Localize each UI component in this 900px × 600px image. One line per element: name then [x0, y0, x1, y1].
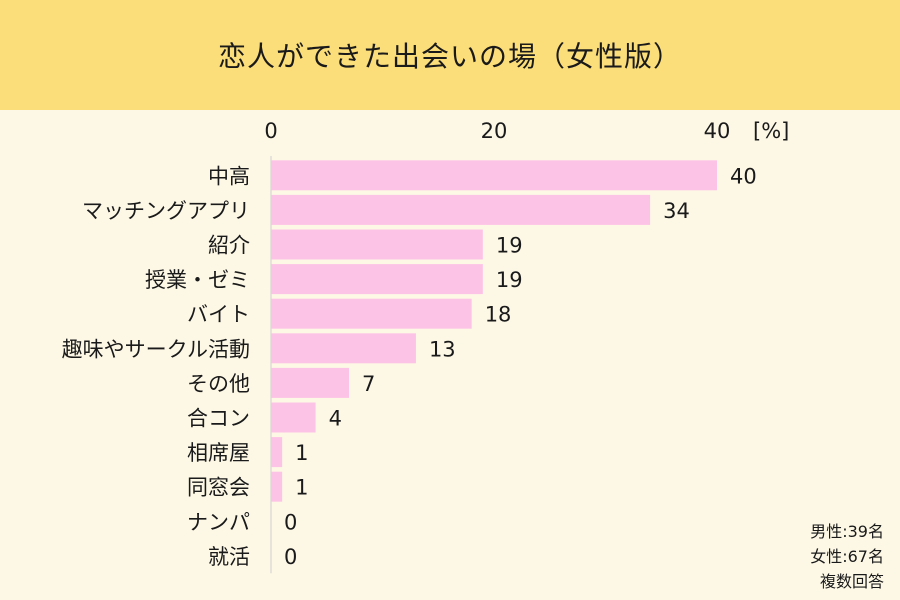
bar	[271, 298, 472, 329]
category-label: マッチングアプリ	[82, 199, 250, 223]
note-female-count: 女性:67名	[810, 547, 884, 566]
category-label: 同窓会	[187, 476, 250, 500]
category-label: バイト	[187, 303, 250, 327]
category-label: ナンパ	[187, 510, 250, 534]
value-label: 0	[284, 545, 297, 569]
category-label: 趣味やサークル活動	[62, 337, 250, 361]
value-label: 40	[730, 164, 757, 188]
value-label: 19	[496, 268, 523, 292]
chart-title: 恋人ができた出会いの場（女性版）	[217, 40, 682, 73]
category-label: 紹介	[208, 234, 250, 258]
title-banner: 恋人ができた出会いの場（女性版）	[0, 0, 900, 110]
value-label: 4	[329, 407, 342, 431]
x-tick-label: 20	[481, 119, 508, 143]
category-label: 就活	[208, 545, 250, 569]
bar	[271, 402, 316, 433]
x-tick-label: 0	[264, 119, 277, 143]
value-label: 19	[496, 234, 523, 258]
bar	[271, 333, 416, 364]
value-label: 1	[295, 441, 308, 465]
category-label: 合コン	[187, 407, 250, 431]
value-label: 18	[485, 303, 512, 327]
bar	[271, 160, 717, 191]
bar	[271, 437, 283, 468]
bar	[271, 229, 483, 260]
value-label: 7	[362, 372, 375, 396]
value-label: 34	[663, 199, 690, 223]
bar	[271, 194, 651, 225]
value-label: 13	[429, 337, 456, 361]
bar	[271, 264, 483, 295]
value-label: 1	[295, 476, 308, 500]
category-label: 授業・ゼミ	[145, 268, 250, 292]
bar	[271, 367, 350, 398]
note-male-count: 男性:39名	[810, 522, 884, 541]
category-label: その他	[187, 372, 250, 396]
category-label: 中高	[208, 164, 250, 188]
value-label: 0	[284, 510, 297, 534]
category-label: 相席屋	[187, 441, 250, 465]
note-multiple-answers: 複数回答	[819, 572, 884, 591]
unit-label: [%]	[753, 119, 789, 143]
x-tick-label: 40	[704, 119, 731, 143]
respondent-notes: 男性:39名 女性:67名 複数回答	[810, 519, 884, 594]
bar	[271, 471, 283, 502]
